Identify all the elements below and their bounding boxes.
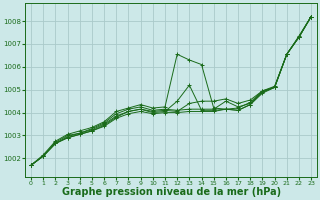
X-axis label: Graphe pression niveau de la mer (hPa): Graphe pression niveau de la mer (hPa)	[61, 187, 281, 197]
